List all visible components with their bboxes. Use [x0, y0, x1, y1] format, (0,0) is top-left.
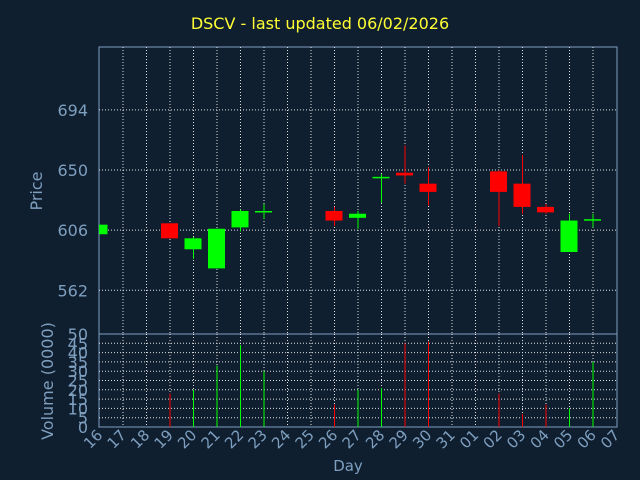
candles: [99, 145, 601, 269]
volume-bars: [169, 341, 594, 427]
candle-body-27: [349, 213, 366, 218]
x-axis-label: Day: [333, 457, 363, 475]
candle-body-22: [231, 211, 249, 228]
volume-tick-label: 10: [68, 399, 88, 418]
volume-tick-label: 25: [68, 372, 88, 391]
x-tick-label: 07: [597, 426, 623, 452]
candle-body-21: [208, 228, 225, 269]
price-tick-label: 694: [57, 101, 88, 120]
volume-tick-label: 45: [68, 334, 88, 353]
x-tick-label: 20: [174, 426, 200, 452]
y-axis-label-price: Price: [27, 171, 46, 210]
candle-body-30: [419, 183, 437, 192]
price-tick-label: 650: [57, 161, 88, 180]
candle-body-05: [560, 220, 578, 252]
x-tick-label: 31: [433, 426, 459, 452]
volume-tick-label: 30: [68, 362, 88, 381]
tick-labels: 5626066506940510152025303540455016171819…: [57, 101, 623, 452]
chart-title: DSCV - last updated 06/02/2026: [190, 14, 450, 33]
x-tick-label: 27: [339, 426, 365, 452]
candle-body-16: [99, 224, 108, 235]
candle-body-19: [161, 223, 178, 239]
candle-body-02: [490, 171, 507, 192]
x-tick-label: 22: [221, 426, 247, 452]
volume-tick-label: 20: [68, 381, 88, 400]
candle-body-23: [255, 211, 272, 213]
volume-tick-label: 15: [68, 390, 88, 409]
x-tick-label: 18: [127, 426, 153, 452]
x-tick-label: 05: [550, 426, 576, 452]
x-tick-label: 29: [386, 426, 412, 452]
x-tick-label: 26: [315, 426, 341, 452]
candle-body-04: [537, 206, 554, 213]
x-tick-label: 04: [527, 426, 553, 452]
x-tick-label: 25: [292, 426, 318, 452]
x-tick-label: 30: [409, 426, 435, 452]
y-axis-label-volume: Volume (0000): [38, 322, 57, 440]
x-tick-label: 19: [151, 426, 177, 452]
candle-body-26: [325, 211, 343, 221]
price-tick-label: 562: [57, 281, 88, 300]
volume-tick-label: 35: [68, 353, 88, 372]
x-tick-label: 03: [503, 426, 529, 452]
x-tick-label: 01: [456, 426, 482, 452]
candle-body-28: [372, 176, 390, 179]
volume-tick-label: 5: [78, 409, 88, 428]
volume-tick-label: 40: [68, 344, 88, 363]
x-tick-label: 17: [104, 426, 130, 452]
volume-tick-label: 0: [78, 418, 88, 437]
x-tick-label: 06: [574, 426, 600, 452]
candle-body-20: [184, 238, 202, 250]
candle-body-06: [584, 219, 601, 221]
candle-body-03: [513, 183, 531, 207]
volume-tick-label: 50: [68, 325, 88, 344]
x-tick-label: 24: [268, 426, 294, 452]
x-tick-label: 21: [198, 426, 224, 452]
x-tick-label: 23: [245, 426, 271, 452]
candle-body-29: [396, 172, 413, 176]
price-tick-label: 606: [57, 221, 88, 240]
x-tick-label: 28: [362, 426, 388, 452]
x-tick-label: 02: [480, 426, 506, 452]
